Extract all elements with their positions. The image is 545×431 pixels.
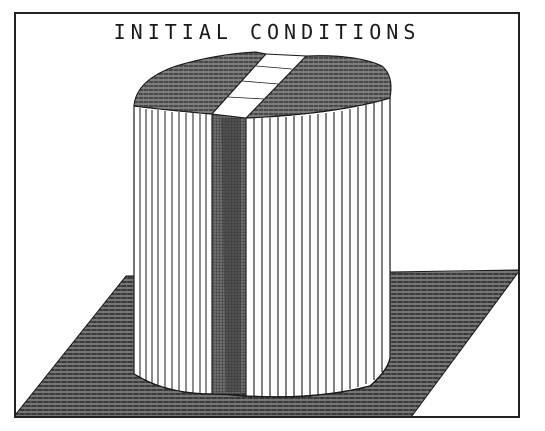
figure-frame: INITIAL CONDITIONS <box>14 12 520 418</box>
cylinder-top-right <box>244 55 392 119</box>
figure-title: INITIAL CONDITIONS <box>113 20 421 44</box>
slotted-cylinder-surface-plot <box>16 51 518 416</box>
cylinder-left-stripes <box>139 108 207 394</box>
base-plane-right-white <box>462 346 518 416</box>
cylinder-top-slot <box>210 53 308 119</box>
slot-inner-shade <box>221 118 241 392</box>
cylinder-right-stripes <box>253 101 383 398</box>
slot-top-stripes <box>227 65 293 100</box>
cylinder-top-left <box>133 51 268 115</box>
cylinder-bottom-edge <box>133 357 391 398</box>
